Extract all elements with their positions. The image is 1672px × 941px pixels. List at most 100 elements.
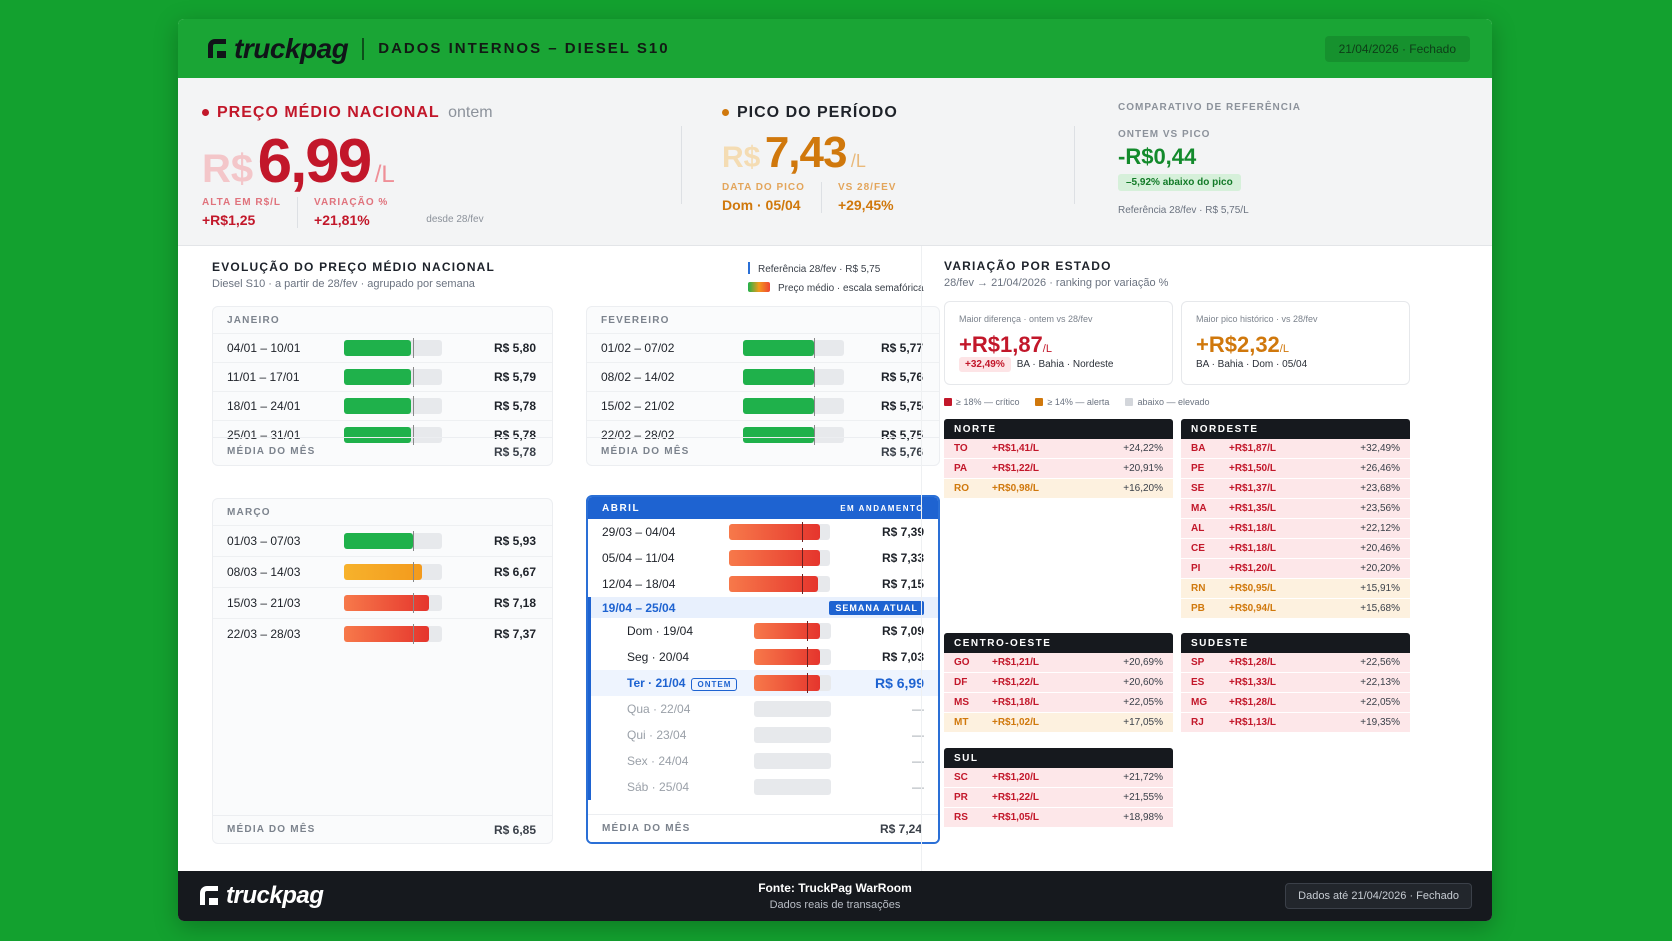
state-row[interactable]: DF +R$1,22/L +20,60% [944, 673, 1173, 693]
week-row[interactable]: 15/03 – 21/03 R$ 7,18 [213, 587, 552, 618]
day-row[interactable]: Ter · 21/04 ONTEM R$ 6,99 [591, 670, 938, 696]
week-row[interactable]: 08/03 – 14/03 R$ 6,67 [213, 556, 552, 587]
legend-alerta-label: ≥ 14% — alerta [1047, 397, 1110, 407]
preco-medio-value: 6,99 [257, 127, 373, 196]
state-row[interactable]: RO +R$0,98/L +16,20% [944, 479, 1173, 499]
week-row[interactable]: 15/02 – 21/02 R$ 5,75 [587, 391, 939, 420]
state-diff: +R$1,35/L [1229, 503, 1276, 514]
estados-title: VARIAÇÃO POR ESTADO [944, 259, 1112, 273]
state-row[interactable]: MA +R$1,35/L +23,56% [1181, 499, 1410, 519]
bar-track [743, 396, 844, 416]
day-row[interactable]: Dom · 19/04 R$ 7,09 [591, 618, 938, 644]
state-row[interactable]: PB +R$0,94/L +15,68% [1181, 599, 1410, 619]
row-label: 04/01 – 10/01 [227, 341, 301, 355]
state-row[interactable]: SE +R$1,37/L +23,68% [1181, 479, 1410, 499]
day-row[interactable]: Sex · 24/04— [591, 748, 938, 774]
state-row[interactable]: SP +R$1,28/L +22,56% [1181, 653, 1410, 673]
region-sudeste: SUDESTE SP +R$1,28/L +22,56% ES +R$1,33/L +22,… [1181, 633, 1410, 733]
state-pct: +22,13% [1360, 677, 1400, 688]
state-pct: +23,56% [1360, 503, 1400, 514]
bar-track [344, 367, 442, 387]
state-rows: TO +R$1,41/L +24,22% PA +R$1,22/L +20,91% RO +R… [944, 439, 1173, 499]
state-pct: +22,05% [1360, 697, 1400, 708]
bar-track [729, 574, 830, 594]
week-row[interactable]: 22/03 – 28/03 R$ 7,37 [213, 618, 552, 649]
state-pct: +21,55% [1123, 792, 1163, 803]
week-row[interactable]: 25/01 – 31/01 R$ 5,78 [213, 420, 552, 449]
week-row[interactable]: 22/02 – 28/02 R$ 5,75 [587, 420, 939, 449]
state-diff: +R$0,95/L [1229, 583, 1276, 594]
row-value: R$ 7,37 [493, 627, 536, 641]
state-row[interactable]: PR +R$1,22/L +21,55% [944, 788, 1173, 808]
day-row[interactable]: Qui · 23/04— [591, 722, 938, 748]
week-rows: 04/01 – 10/01 R$ 5,80 11/01 – 17/01 R$ 5,79… [213, 333, 552, 449]
state-row[interactable]: TO +R$1,41/L +24,22% [944, 439, 1173, 459]
avg-value: R$ 7,24 [879, 821, 922, 836]
state-row[interactable]: MS +R$1,18/L +22,05% [944, 693, 1173, 713]
kpi-comparativo: COMPARATIVO DE REFERÊNCIA ONTEM VS PICO … [1118, 102, 1301, 216]
region-title: NORTE [944, 419, 1173, 439]
week-row[interactable]: 04/01 – 10/01 R$ 5,80 [213, 333, 552, 362]
state-diff: +R$0,94/L [1229, 603, 1276, 614]
region-title: SUL [944, 748, 1173, 768]
legend-alerta: ≥ 14% — alerta [1035, 397, 1109, 407]
state-diff: +R$1,50/L [1229, 463, 1276, 474]
row-label: 29/03 – 04/04 [602, 525, 676, 539]
row-value: R$ 5,78 [493, 399, 536, 413]
state-row[interactable]: GO +R$1,21/L +20,69% [944, 653, 1173, 673]
week-row[interactable]: 12/04 – 18/04 R$ 7,15 [588, 571, 938, 597]
state-code: RS [954, 812, 968, 823]
state-diff: +R$1,28/L [1229, 697, 1276, 708]
state-pct: +20,69% [1123, 657, 1163, 668]
bar-fill [754, 623, 821, 639]
state-row[interactable]: RS +R$1,05/L +18,98% [944, 808, 1173, 828]
state-row[interactable]: PI +R$1,20/L +20,20% [1181, 559, 1410, 579]
current-week-row[interactable]: 19/04 – 25/04 SEMANA ATUAL [588, 597, 938, 618]
day-row[interactable]: Seg · 20/04 R$ 7,03 [591, 644, 938, 670]
state-code: MS [954, 697, 969, 708]
truck-logo-icon [200, 886, 218, 905]
week-row[interactable]: 01/03 – 07/03 R$ 5,93 [213, 525, 552, 556]
state-pct: +18,98% [1123, 812, 1163, 823]
alta-label: ALTA EM R$/L [202, 197, 282, 208]
state-row[interactable]: RN +R$0,95/L +15,91% [1181, 579, 1410, 599]
highlight-title: Maior pico histórico · vs 28/fev [1196, 314, 1318, 324]
state-row[interactable]: RJ +R$1,13/L +19,35% [1181, 713, 1410, 733]
state-row[interactable]: SC +R$1,20/L +21,72% [944, 768, 1173, 788]
state-row[interactable]: CE +R$1,18/L +20,46% [1181, 539, 1410, 559]
week-row[interactable]: 11/01 – 17/01 R$ 5,79 [213, 362, 552, 391]
state-row[interactable]: PE +R$1,50/L +26,46% [1181, 459, 1410, 479]
state-row[interactable]: PA +R$1,22/L +20,91% [944, 459, 1173, 479]
reference-line [412, 396, 414, 416]
brand-logo[interactable]: truckpag [206, 33, 349, 65]
week-row[interactable]: 01/02 – 07/02 R$ 5,77 [587, 333, 939, 362]
state-row[interactable]: MG +R$1,28/L +22,05% [1181, 693, 1410, 713]
week-row[interactable]: 08/02 – 14/02 R$ 5,76 [587, 362, 939, 391]
state-pct: +24,22% [1123, 443, 1163, 454]
avg-value: R$ 5,78 [493, 444, 536, 459]
state-row[interactable]: MT +R$1,02/L +17,05% [944, 713, 1173, 733]
comp-title: COMPARATIVO DE REFERÊNCIA [1118, 102, 1301, 113]
state-row[interactable]: AL +R$1,18/L +22,12% [1181, 519, 1410, 539]
state-code: MG [1191, 697, 1208, 708]
state-diff: +R$1,20/L [992, 772, 1039, 783]
day-row[interactable]: Qua · 22/04— [591, 696, 938, 722]
elevado-swatch-icon [1125, 398, 1134, 406]
week-row[interactable]: 29/03 – 04/04 R$ 7,39 [588, 519, 938, 545]
reference-line [801, 548, 803, 568]
day-row[interactable]: Sáb · 25/04— [591, 774, 938, 800]
week-row[interactable]: 05/04 – 11/04 R$ 7,33 [588, 545, 938, 571]
state-row[interactable]: BA +R$1,87/L +32,49% [1181, 439, 1410, 459]
state-code: PB [1191, 603, 1205, 614]
state-row[interactable]: ES +R$1,33/L +22,13% [1181, 673, 1410, 693]
footer-logo[interactable]: truckpag [198, 882, 324, 910]
reference-line [801, 522, 803, 542]
main-area: EVOLUÇÃO DO PREÇO MÉDIO NACIONAL Diesel … [178, 246, 1492, 871]
state-code: PE [1191, 463, 1205, 474]
week-row[interactable]: 18/01 – 24/01 R$ 5,78 [213, 391, 552, 420]
state-pct: +16,20% [1123, 483, 1163, 494]
highlight-value: +R$1,87/L [959, 332, 1052, 358]
pico-currency: R$ [722, 141, 761, 174]
current-week-label: 19/04 – 25/04 [602, 600, 676, 615]
state-diff: +R$1,05/L [992, 812, 1039, 823]
